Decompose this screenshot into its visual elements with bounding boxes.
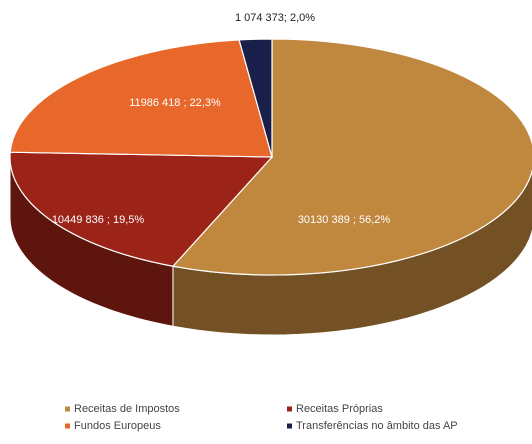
legend-marker bbox=[65, 423, 70, 429]
data-label: 30130 389 ; 56,2% bbox=[298, 214, 391, 226]
slice bbox=[9, 151, 274, 267]
legend-label: Receitas Próprias bbox=[296, 403, 383, 415]
data-label: 11986 418 ; 22,3% bbox=[129, 97, 221, 109]
data-label: 1 074 373; 2,0% bbox=[235, 12, 315, 24]
legend-label: Fundos Europeus bbox=[74, 420, 161, 432]
slice bbox=[238, 38, 273, 158]
legend-label: Transferências no âmbito das AP bbox=[296, 420, 458, 432]
legend-marker bbox=[65, 406, 70, 412]
legend-marker bbox=[287, 406, 292, 412]
legend-marker bbox=[287, 423, 292, 429]
legend-label: Receitas de Impostos bbox=[74, 403, 180, 415]
slice bbox=[9, 39, 273, 158]
slice bbox=[171, 38, 532, 276]
data-label: 10449 836 ; 19,5% bbox=[52, 214, 145, 226]
